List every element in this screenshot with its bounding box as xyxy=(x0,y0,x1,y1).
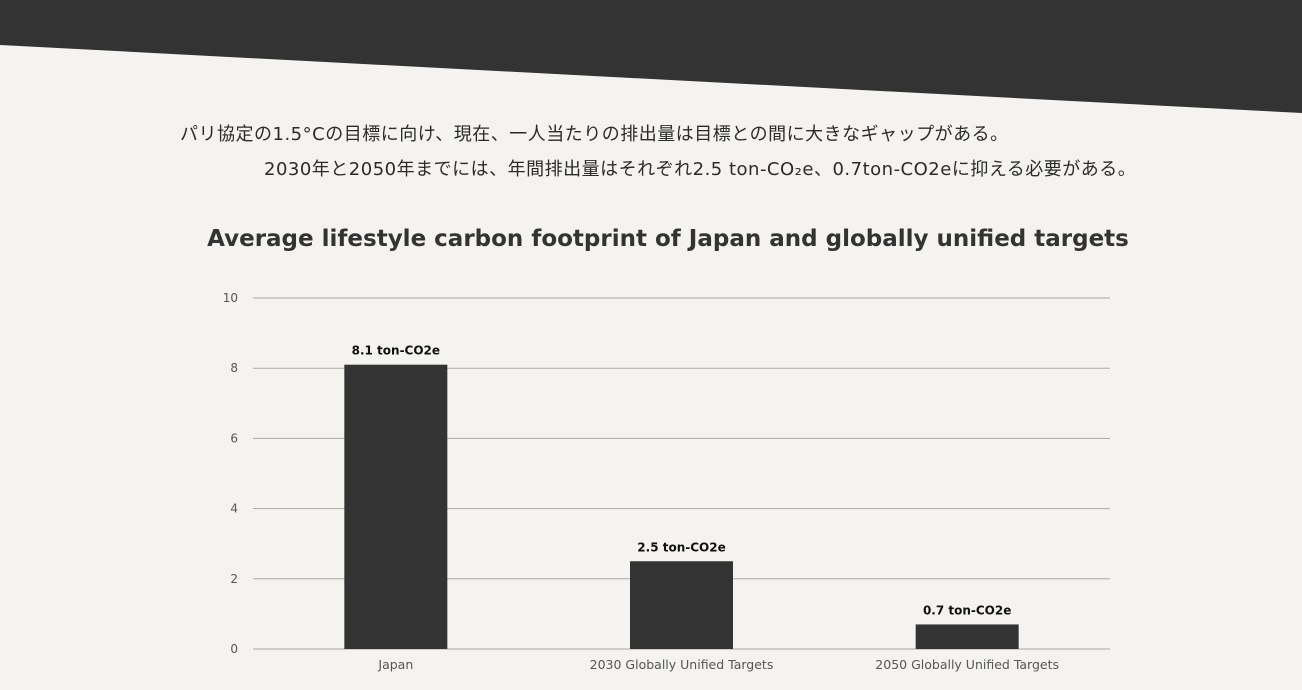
y-tick-label: 0 xyxy=(230,642,238,656)
bar xyxy=(344,364,448,649)
chart-title: Average lifestyle carbon footprint of Ja… xyxy=(207,226,1129,252)
caption-line-2: 2030年と2050年までには、年間排出量はそれぞれ2.5 ton-CO₂e、0… xyxy=(264,159,1137,180)
y-tick-label: 10 xyxy=(223,291,238,305)
y-tick-label: 2 xyxy=(230,572,238,586)
bar xyxy=(630,561,733,649)
data-label: 2.5 ton-CO2e xyxy=(637,540,725,554)
x-tick-label: 2050 Globally Unified Targets xyxy=(875,657,1059,672)
y-tick-label: 4 xyxy=(230,502,238,516)
y-tick-label: 8 xyxy=(230,361,238,375)
header-banner xyxy=(0,0,1302,113)
data-label: 8.1 ton-CO2e xyxy=(352,344,440,358)
data-label: 0.7 ton-CO2e xyxy=(923,603,1011,617)
caption-line-1: パリ協定の1.5°Cの目標に向け、現在、一人当たりの排出量は目標との間に大きなギ… xyxy=(180,124,1009,145)
x-tick-label: 2030 Globally Unified Targets xyxy=(590,657,774,672)
x-tick-label: Japan xyxy=(377,657,413,672)
bar xyxy=(915,624,1019,649)
y-tick-label: 6 xyxy=(230,431,238,445)
